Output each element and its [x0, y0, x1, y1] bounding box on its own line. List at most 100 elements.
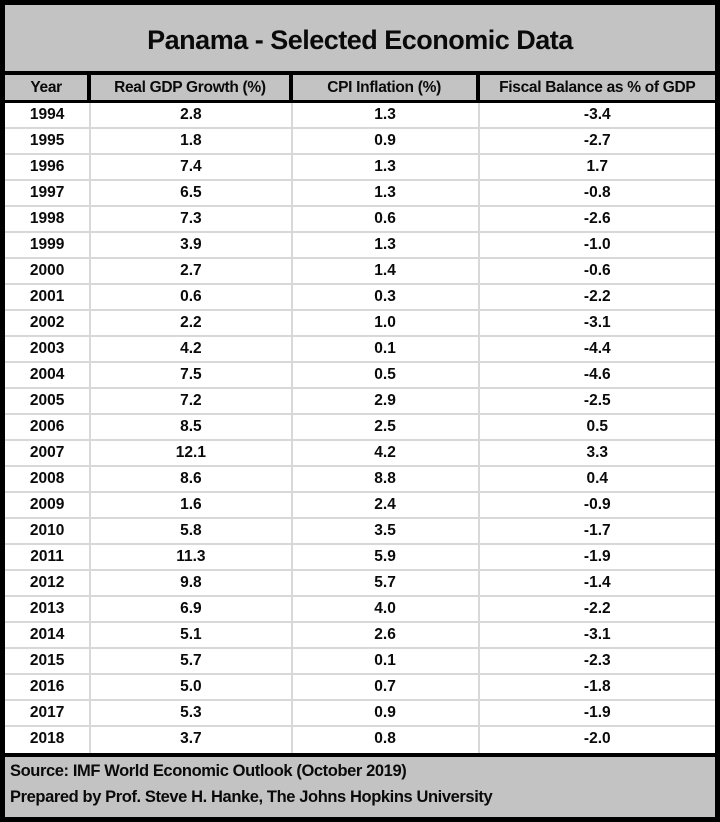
year-cell: 2000: [5, 259, 92, 283]
table-row: 2002 2.2 1.0 -3.1: [5, 311, 715, 337]
gdp-growth-cell: 7.3: [91, 207, 293, 231]
fiscal-balance-cell: 0.5: [586, 418, 609, 435]
gdp-growth-cell: 1.8: [91, 129, 293, 153]
table-row: 1996 7.4 1.3 1.7: [5, 155, 715, 181]
prepared-note: Prepared by Prof. Steve H. Hanke, The Jo…: [10, 788, 493, 806]
cpi-inflation-cell: 2.6: [293, 623, 480, 647]
year-cell: 2009: [5, 493, 92, 517]
fiscal-balance-cell: -1.4: [583, 574, 611, 591]
year-cell: 2007: [5, 441, 92, 465]
table-row: 2007 12.1 4.2 3.3: [5, 441, 715, 467]
table-row: 2010 5.8 3.5 -1.7: [5, 519, 715, 545]
gdp-growth-cell: 6.9: [91, 597, 293, 621]
cpi-inflation-cell: 0.1: [293, 649, 480, 673]
table-row: 1994 2.8 1.3 -3.4: [5, 103, 715, 129]
table-row: 2009 1.6 2.4 -0.9: [5, 493, 715, 519]
cpi-inflation-cell: 0.9: [293, 129, 480, 153]
gdp-growth-cell: 6.5: [91, 181, 293, 205]
year-cell: 2004: [5, 363, 92, 387]
fiscal-balance-cell: 0.4: [586, 470, 609, 487]
table-row: 2011 11.3 5.9 -1.9: [5, 545, 715, 571]
cpi-inflation-cell: 2.9: [293, 389, 480, 413]
gdp-growth-cell: 5.8: [91, 519, 293, 543]
fiscal-balance-cell: -2.2: [583, 288, 611, 305]
gdp-growth-cell: 2.7: [91, 259, 293, 283]
gdp-growth-cell: 3.7: [91, 727, 293, 753]
gdp-growth-cell: 11.3: [91, 545, 293, 569]
fiscal-balance-cell: -1.7: [583, 522, 611, 539]
fiscal-balance-cell: -2.5: [583, 392, 611, 409]
gdp-growth-cell: 2.8: [91, 103, 293, 127]
table-row: 2008 8.6 8.8 0.4: [5, 467, 715, 493]
table-row: 2018 3.7 0.8 -2.0: [5, 727, 715, 753]
cpi-inflation-cell: 4.2: [293, 441, 480, 465]
fiscal-balance-cell: -2.7: [583, 132, 611, 149]
gdp-growth-cell: 2.2: [91, 311, 293, 335]
column-header-year: Year: [5, 75, 92, 100]
cpi-inflation-cell: 0.3: [293, 285, 480, 309]
fiscal-balance-cell: -1.9: [583, 704, 611, 721]
cpi-inflation-cell: 2.4: [293, 493, 480, 517]
gdp-growth-cell: 8.5: [91, 415, 293, 439]
fiscal-balance-cell: -0.9: [583, 496, 611, 513]
fiscal-balance-cell: -2.2: [583, 600, 611, 617]
table-row: 1999 3.9 1.3 -1.0: [5, 233, 715, 259]
year-cell: 2017: [5, 701, 92, 725]
cpi-inflation-cell: 1.3: [293, 233, 480, 257]
table-row: 2012 9.8 5.7 -1.4: [5, 571, 715, 597]
cpi-inflation-cell: 5.7: [293, 571, 480, 595]
year-cell: 2002: [5, 311, 92, 335]
year-cell: 2018: [5, 727, 92, 753]
fiscal-balance-cell: -0.6: [583, 262, 611, 279]
gdp-growth-cell: 5.0: [91, 675, 293, 699]
column-header-cpi: CPI Inflation (%): [293, 75, 480, 100]
year-cell: 1996: [5, 155, 92, 179]
year-cell: 1994: [5, 103, 92, 127]
fiscal-balance-cell: -4.4: [583, 340, 611, 357]
year-cell: 1997: [5, 181, 92, 205]
fiscal-balance-cell: -1.8: [583, 678, 611, 695]
fiscal-balance-cell: -3.1: [583, 626, 611, 643]
fiscal-balance-cell: -2.6: [583, 210, 611, 227]
gdp-growth-cell: 7.2: [91, 389, 293, 413]
cpi-inflation-cell: 3.5: [293, 519, 480, 543]
table-row: 2013 6.9 4.0 -2.2: [5, 597, 715, 623]
column-header-fiscal: Fiscal Balance as % of GDP: [499, 79, 696, 96]
source-note: Source: IMF World Economic Outlook (Octo…: [10, 762, 407, 780]
fiscal-balance-cell: -3.1: [583, 314, 611, 331]
table-row: 2005 7.2 2.9 -2.5: [5, 389, 715, 415]
fiscal-balance-cell: -2.3: [583, 652, 611, 669]
table-row: 1998 7.3 0.6 -2.6: [5, 207, 715, 233]
fiscal-balance-cell: -2.0: [583, 730, 611, 747]
cpi-inflation-cell: 0.9: [293, 701, 480, 725]
table-body: 1994 2.8 1.3 -3.4 1995 1.8 0.9 -2.7 1996 7.4 1.3 1.…: [5, 103, 715, 753]
gdp-growth-cell: 7.5: [91, 363, 293, 387]
fiscal-balance-cell: -1.9: [583, 548, 611, 565]
year-cell: 2015: [5, 649, 92, 673]
table-row: 2003 4.2 0.1 -4.4: [5, 337, 715, 363]
table-footer: Source: IMF World Economic Outlook (Octo…: [5, 753, 715, 810]
cpi-inflation-cell: 1.3: [293, 181, 480, 205]
year-cell: 2008: [5, 467, 92, 491]
year-cell: 1998: [5, 207, 92, 231]
gdp-growth-cell: 7.4: [91, 155, 293, 179]
year-cell: 2011: [5, 545, 92, 569]
table-row: 2015 5.7 0.1 -2.3: [5, 649, 715, 675]
year-cell: 2014: [5, 623, 92, 647]
cpi-inflation-cell: 0.8: [293, 727, 480, 753]
cpi-inflation-cell: 1.3: [293, 155, 480, 179]
year-cell: 2003: [5, 337, 92, 361]
table-row: 2001 0.6 0.3 -2.2: [5, 285, 715, 311]
gdp-growth-cell: 3.9: [91, 233, 293, 257]
cpi-inflation-cell: 0.6: [293, 207, 480, 231]
fiscal-balance-cell: -1.0: [583, 236, 611, 253]
gdp-growth-cell: 12.1: [91, 441, 293, 465]
table-row: 1995 1.8 0.9 -2.7: [5, 129, 715, 155]
gdp-growth-cell: 8.6: [91, 467, 293, 491]
fiscal-balance-cell: -0.8: [583, 184, 611, 201]
cpi-inflation-cell: 1.0: [293, 311, 480, 335]
table-row: 2006 8.5 2.5 0.5: [5, 415, 715, 441]
gdp-growth-cell: 5.7: [91, 649, 293, 673]
table-row: 2017 5.3 0.9 -1.9: [5, 701, 715, 727]
